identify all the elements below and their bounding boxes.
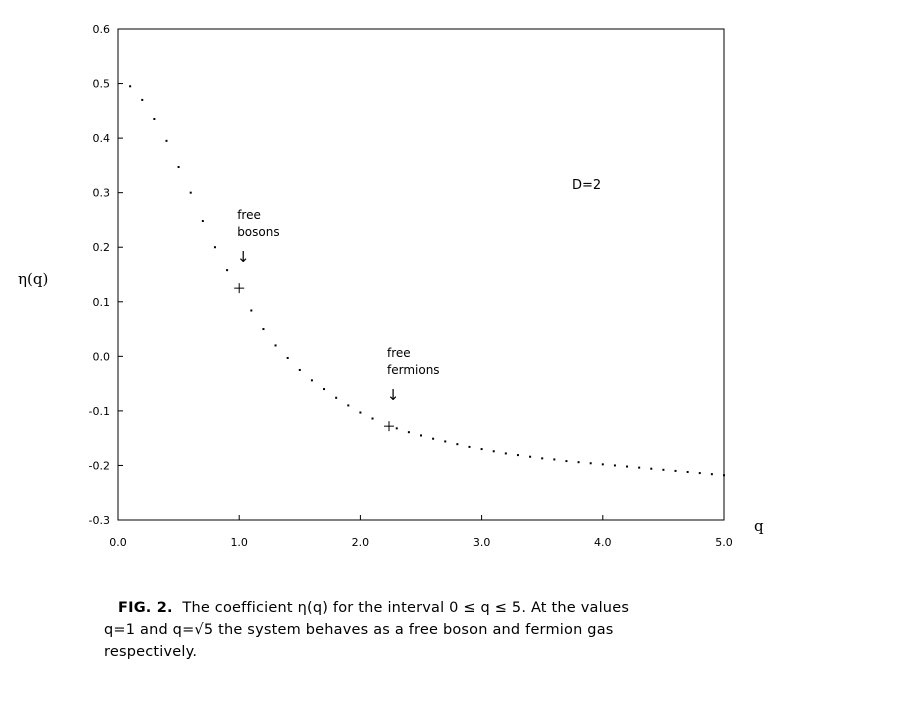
caption-line-3: respectively.	[104, 644, 198, 660]
data-point	[553, 458, 556, 461]
x-tick-label: 0.0	[109, 536, 127, 549]
y-tick-label: 0.2	[93, 241, 111, 254]
y-tick-label: 0.1	[93, 296, 111, 309]
y-tick-label: -0.3	[89, 514, 110, 527]
annotation-line: free	[387, 346, 411, 360]
data-point	[650, 467, 653, 470]
data-point	[686, 470, 689, 473]
data-point	[601, 463, 604, 466]
annotations: free bosons ↓ free fermions ↓	[237, 208, 440, 404]
data-point	[626, 465, 629, 468]
figure-number: FIG. 2.	[118, 600, 173, 616]
data-point	[444, 440, 447, 443]
data-point	[492, 450, 495, 453]
data-point	[371, 417, 374, 420]
data-point	[335, 396, 338, 399]
data-point	[359, 411, 362, 414]
data-point	[165, 139, 168, 142]
figure-caption: FIG. 2. The coefficient η(q) for the int…	[104, 597, 804, 663]
y-tick-label: 0.6	[93, 23, 111, 36]
caption-text-1: The coefficient η(q) for the interval 0 …	[182, 600, 630, 616]
y-tick-label: -0.1	[89, 405, 110, 418]
data-point	[468, 445, 471, 448]
data-point	[347, 404, 350, 407]
y-tick-label: 0.0	[93, 350, 111, 363]
data-point	[213, 246, 216, 249]
data-point	[153, 118, 156, 121]
data-point	[141, 98, 144, 101]
y-tick-label: 0.5	[93, 78, 111, 91]
data-point	[529, 455, 532, 458]
x-tick-label: 2.0	[352, 536, 370, 549]
caption-line-2: q=1 and q=√5 the system behaves as a fre…	[104, 622, 614, 638]
caption-line-1: FIG. 2. The coefficient η(q) for the int…	[118, 597, 804, 619]
annotation: free bosons ↓	[237, 208, 280, 266]
x-axis-label: q	[754, 517, 764, 535]
data-point	[177, 166, 180, 169]
data-point	[723, 474, 725, 477]
data-point	[420, 434, 422, 437]
y-axis: -0.3 -0.2 -0.1 0.0 0.1 0.2 0.3 0.4 0.5 0.6	[89, 23, 123, 527]
x-tick-label: 5.0	[715, 536, 733, 549]
data-point	[589, 462, 592, 465]
annotation-line: free	[237, 208, 261, 222]
annotation-arrow: ↓	[387, 386, 400, 404]
data-point	[323, 388, 326, 391]
special-markers	[234, 283, 395, 432]
y-tick-label: 0.3	[93, 187, 111, 200]
data-point	[698, 472, 701, 475]
data-series	[129, 85, 725, 477]
data-point	[565, 460, 568, 463]
data-point	[201, 220, 204, 223]
data-point	[250, 309, 253, 312]
x-tick-label: 4.0	[594, 536, 612, 549]
data-point	[298, 368, 301, 371]
y-tick-label: 0.4	[93, 132, 111, 145]
x-axis: 0.0 1.0 2.0 3.0 4.0 5.0	[109, 515, 733, 549]
annotation: free fermions ↓	[387, 346, 440, 404]
dimension-label: D=2	[572, 178, 601, 193]
data-point	[504, 452, 507, 455]
data-point	[516, 454, 519, 457]
data-point	[456, 443, 459, 446]
y-tick-label: -0.2	[89, 459, 110, 472]
data-point	[395, 427, 398, 430]
data-point	[274, 344, 277, 347]
plot-frame	[117, 28, 725, 521]
plus-marker	[384, 421, 395, 432]
data-point	[710, 473, 713, 476]
y-axis-label: η(q)	[18, 270, 48, 288]
data-point	[480, 448, 483, 451]
data-point	[189, 191, 192, 194]
x-tick-label: 1.0	[230, 536, 248, 549]
data-point	[432, 437, 435, 440]
annotation-arrow: ↓	[237, 248, 250, 266]
x-tick-label: 3.0	[473, 536, 491, 549]
data-point	[226, 269, 229, 272]
data-point	[129, 85, 132, 88]
data-point	[407, 431, 410, 434]
data-point	[662, 468, 665, 471]
chart: -0.3 -0.2 -0.1 0.0 0.1 0.2 0.3 0.4 0.5 0.6 0.0 1.0…	[18, 23, 764, 549]
data-point	[262, 328, 265, 331]
data-point	[286, 356, 289, 359]
data-point	[674, 469, 677, 472]
annotation-line: fermions	[387, 363, 440, 377]
plus-marker	[234, 283, 245, 294]
annotation-line: bosons	[237, 225, 279, 239]
data-point	[310, 379, 313, 382]
data-point	[541, 457, 544, 460]
data-point	[613, 464, 616, 467]
data-point	[638, 466, 641, 469]
data-point	[577, 461, 580, 464]
